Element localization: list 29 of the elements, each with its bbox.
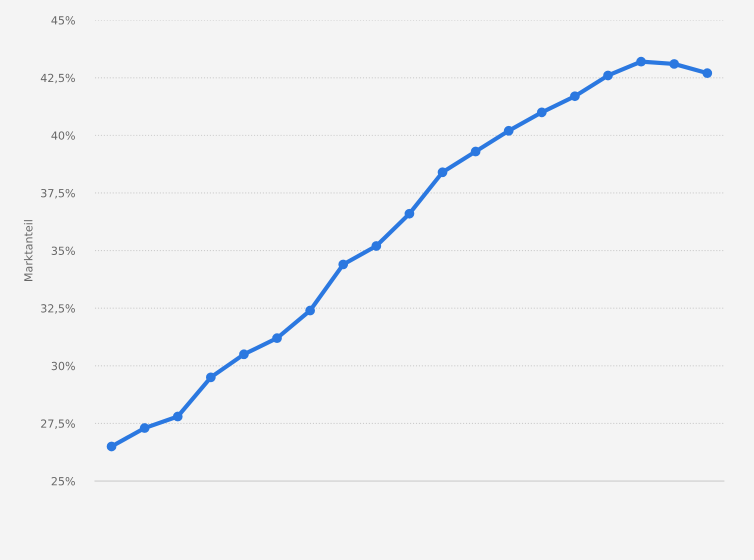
point (636, 56, 646, 66)
point (371, 241, 382, 251)
y-axis-title: Marktanteil (24, 220, 33, 281)
point (504, 126, 514, 136)
point (305, 306, 315, 316)
point (536, 107, 547, 118)
point (603, 70, 613, 80)
point (140, 423, 150, 433)
y-tick-label: 42,5% (40, 74, 75, 84)
point (239, 349, 249, 360)
y-tick-label: 27,5% (41, 419, 75, 429)
point (404, 208, 414, 219)
point (702, 68, 712, 78)
point (172, 412, 183, 422)
y-tick-label: 40% (51, 131, 75, 140)
point (570, 91, 580, 102)
point (272, 333, 282, 344)
y-tick-label: 37,5% (41, 188, 75, 199)
y-tick-label: 30% (52, 362, 75, 370)
y-tick-label: 45% (51, 16, 75, 25)
point (206, 372, 216, 382)
point (438, 167, 448, 178)
y-tick-label: 35% (52, 246, 75, 255)
point (338, 260, 348, 270)
y-tick-label: 32,5% (41, 304, 75, 314)
point (470, 146, 480, 156)
point (669, 59, 680, 69)
point (106, 442, 116, 452)
y-tick-label: 25% (52, 477, 75, 486)
